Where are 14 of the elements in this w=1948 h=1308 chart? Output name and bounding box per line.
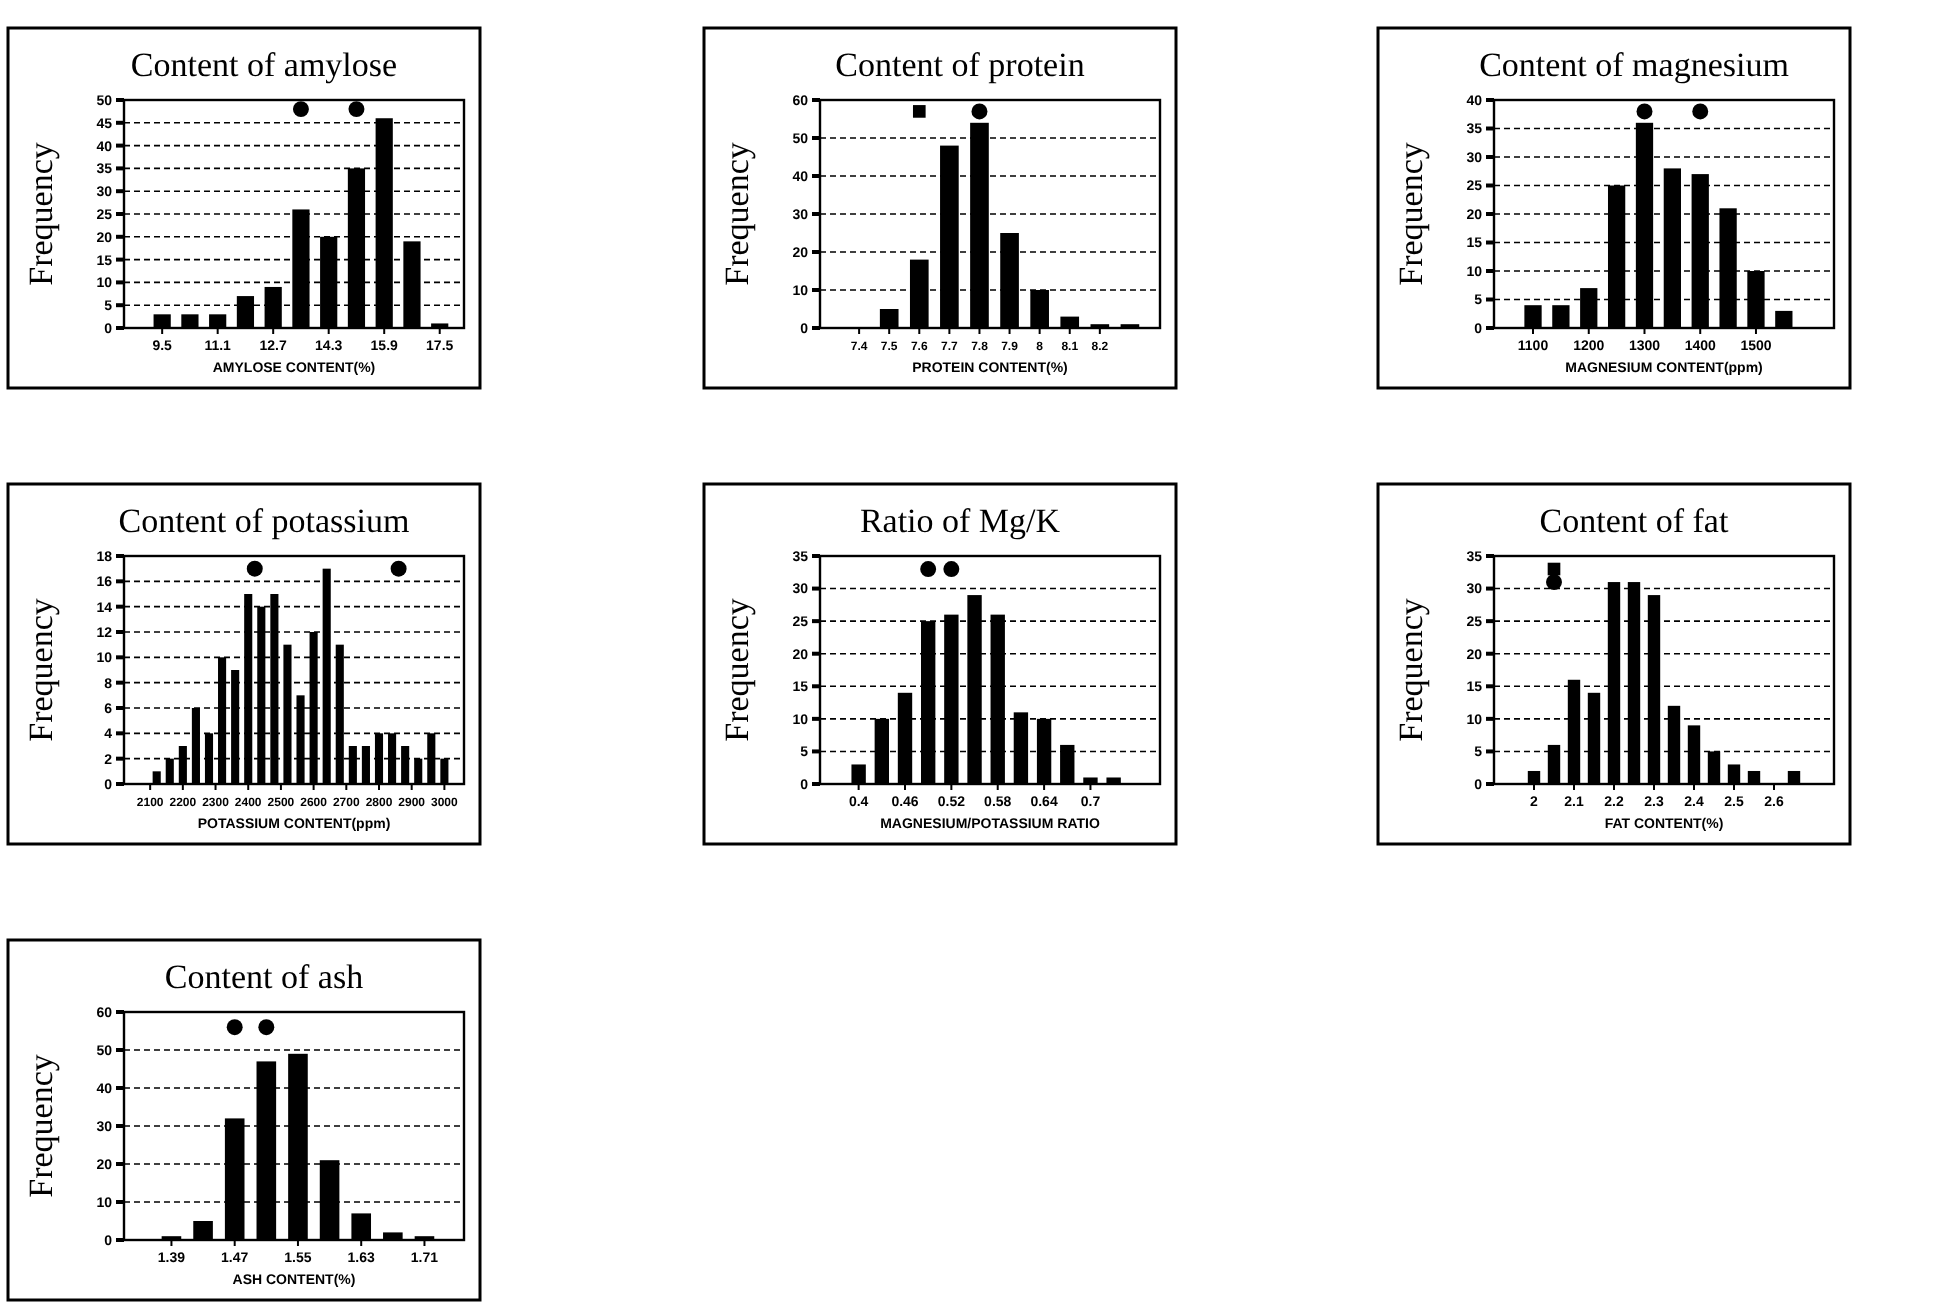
chart-title: Content of ash bbox=[164, 958, 365, 996]
chart-title: Content of magnesium bbox=[1479, 46, 1789, 84]
y-axis-title: Frequency bbox=[22, 597, 60, 742]
chart-title: Content of protein bbox=[835, 46, 1086, 84]
chart-title: Content of fat bbox=[1539, 502, 1729, 540]
y-axis-title: Frequency bbox=[22, 141, 60, 286]
chart-title: Content of amylose bbox=[130, 46, 398, 84]
chart-title: Content of potassium bbox=[118, 502, 410, 540]
chart-title: Ratio of Mg/K bbox=[859, 502, 1062, 540]
y-axis-title: Frequency bbox=[718, 597, 756, 742]
y-axis-title: Frequency bbox=[1392, 141, 1430, 286]
y-axis-title: Frequency bbox=[1392, 597, 1430, 742]
y-axis-title: Frequency bbox=[22, 1053, 60, 1198]
y-axis-title: Frequency bbox=[718, 141, 756, 286]
